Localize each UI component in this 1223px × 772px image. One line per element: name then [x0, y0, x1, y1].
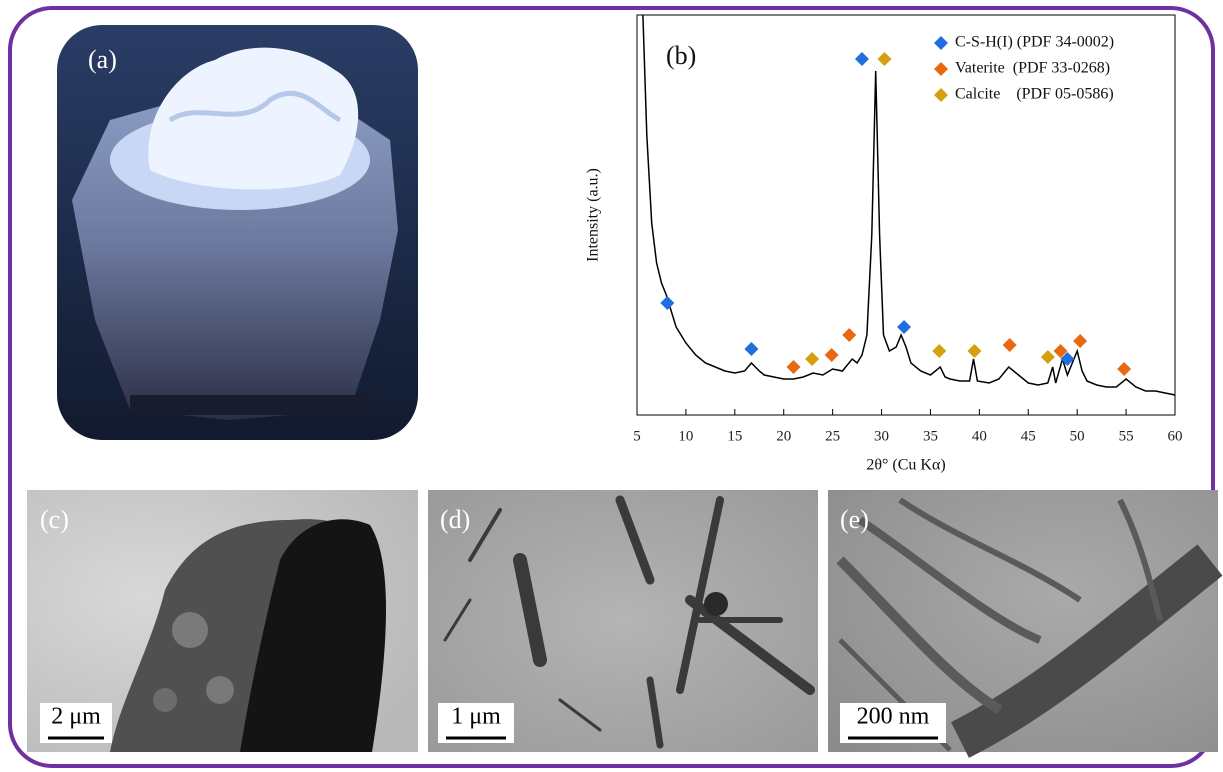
peak-marker [1073, 334, 1088, 348]
scale-bar-label: 2 μm [51, 704, 101, 730]
scale-bar-label: 200 nm [857, 704, 930, 730]
peak-marker [932, 344, 947, 358]
x-tick-label: 5 [633, 428, 641, 444]
peak-marker [1053, 344, 1068, 358]
x-tick-label: 60 [1168, 428, 1183, 444]
x-tick-label: 45 [1021, 428, 1036, 444]
legend-label: Vaterite (PDF 33-0268) [955, 60, 1110, 77]
x-tick-label: 15 [727, 428, 742, 444]
peak-marker [842, 328, 857, 342]
legend-label: C-S-H(I) (PDF 34-0002) [955, 34, 1114, 51]
legend-marker [934, 62, 948, 76]
scale-bar-box [840, 703, 946, 743]
peak-marker [877, 52, 892, 66]
peak-marker [805, 352, 820, 366]
x-tick-label: 30 [874, 428, 889, 444]
scale-bar-box [40, 703, 112, 743]
peak-marker [1002, 338, 1017, 352]
peak-marker [1040, 350, 1055, 364]
panel-label: (a) [88, 45, 117, 74]
panel-label: (c) [40, 505, 69, 534]
peak-marker [786, 360, 801, 374]
x-tick-label: 40 [972, 428, 987, 444]
scale-bar-box [438, 703, 514, 743]
x-tick-label: 55 [1119, 428, 1134, 444]
x-tick-label: 35 [923, 428, 938, 444]
peak-marker [854, 52, 869, 66]
tem-image [828, 490, 1223, 758]
photo [57, 25, 418, 440]
peak-marker [967, 344, 982, 358]
peak-marker [744, 342, 759, 356]
legend-marker [934, 88, 948, 102]
scale-bar-label: 1 μm [451, 704, 501, 730]
tem-image [27, 490, 418, 752]
legend-label: Calcite (PDF 05-0586) [955, 86, 1114, 103]
xrd-line [642, 14, 1176, 396]
panel-label: (e) [840, 505, 869, 534]
x-tick-label: 20 [776, 428, 791, 444]
y-axis-label: Intensity (a.u.) [585, 168, 602, 262]
plot-frame [636, 14, 1176, 416]
panel-label: (d) [440, 505, 470, 534]
panel-label: (b) [666, 41, 696, 70]
xrd-chart: (b) 2θ° (Cu Kα) Intensity (a.u.) 5 10 15 20… [585, 14, 1183, 474]
peak-marker [897, 320, 912, 334]
x-tick-label: 10 [678, 428, 693, 444]
peak-marker [1060, 352, 1075, 366]
peak-marker [824, 348, 839, 362]
peak-marker [1117, 362, 1132, 376]
x-tick-label: 50 [1070, 428, 1085, 444]
peak-marker [660, 296, 675, 310]
legend-marker [934, 36, 948, 50]
x-axis-label: 2θ° (Cu Kα) [866, 457, 945, 474]
x-tick-label: 25 [825, 428, 840, 444]
